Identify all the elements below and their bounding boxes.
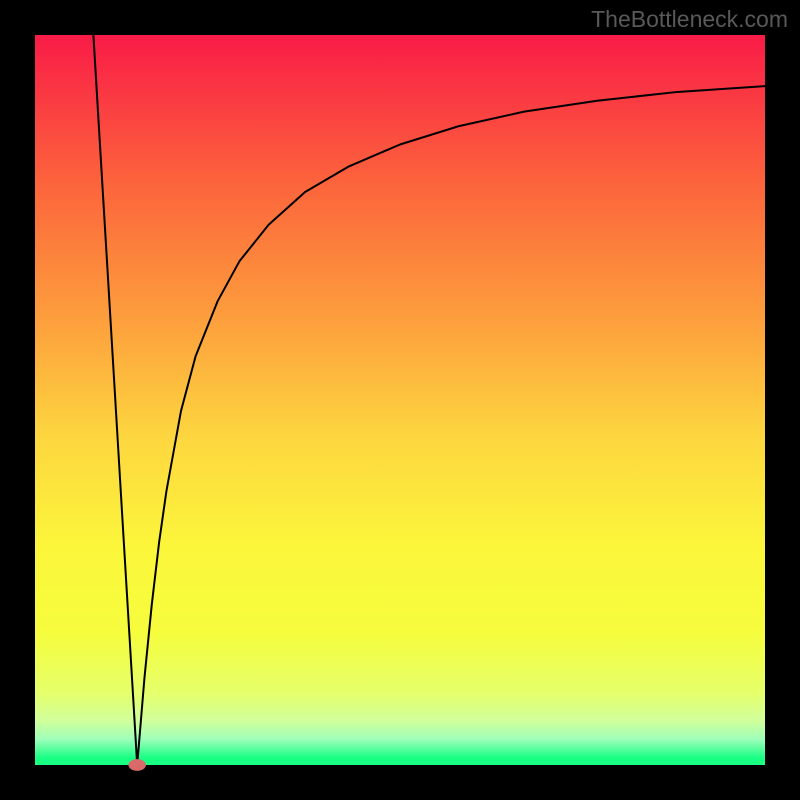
- chart-container: TheBottleneck.com: [0, 0, 800, 800]
- chart-svg: [0, 0, 800, 800]
- watermark: TheBottleneck.com: [591, 6, 788, 33]
- optimal-point-marker: [128, 759, 146, 771]
